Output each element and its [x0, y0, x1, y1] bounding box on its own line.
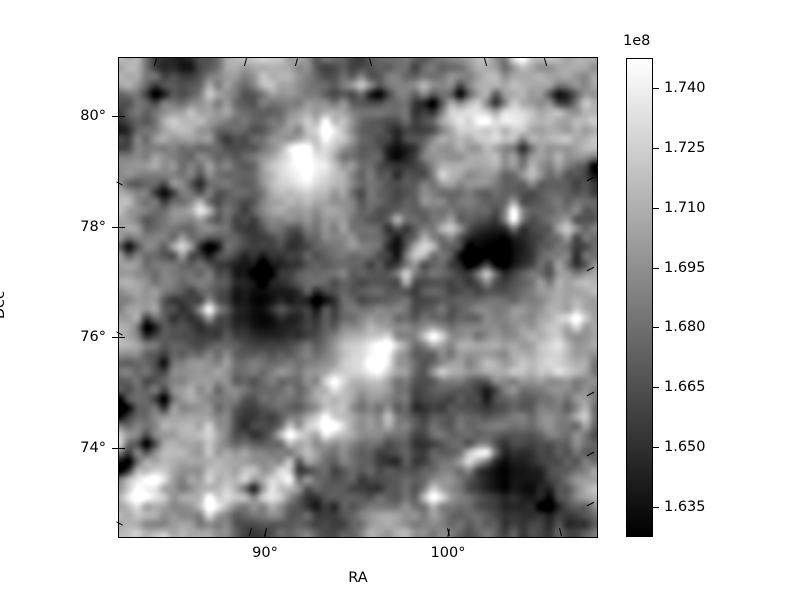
colorbar-tick-label: 1.650 — [664, 439, 706, 456]
colorbar-tick-mark — [653, 267, 659, 269]
colorbar-tick-mark — [653, 387, 659, 389]
ra-tick-label: 100° — [430, 545, 466, 561]
colorbar-offset-label: 1e8 — [623, 33, 651, 49]
colorbar-tick-mark — [653, 447, 659, 449]
colorbar[interactable] — [626, 58, 653, 537]
colorbar-tick-label: 1.680 — [664, 319, 706, 336]
colorbar-tick-label: 1.740 — [664, 79, 706, 96]
dec-tick-label: 80° — [80, 108, 106, 124]
colorbar-tick-mark — [653, 147, 659, 149]
colorbar-tick-label: 1.710 — [664, 199, 706, 216]
colorbar-tick-label: 1.635 — [664, 499, 706, 516]
dec-tick-mark — [112, 116, 119, 117]
colorbar-tick-mark — [653, 207, 659, 209]
colorbar-gradient — [627, 59, 652, 536]
dec-tick-label: 76° — [80, 329, 106, 345]
dec-tick-mark-inner — [119, 448, 125, 449]
colorbar-tick-mark — [653, 327, 659, 329]
colorbar-tick-mark — [653, 87, 659, 89]
ra-tick-label: 90° — [252, 545, 278, 561]
dec-tick-mark-inner — [119, 227, 125, 228]
sky-map-axes[interactable] — [118, 57, 598, 538]
dec-tick-mark — [112, 227, 119, 228]
dec-tick-label: 74° — [80, 440, 106, 456]
dec-axis-label: Dec — [0, 290, 9, 320]
dec-tick-mark-inner — [119, 116, 125, 117]
sky-map-image — [119, 58, 597, 537]
ra-axis-label: RA — [348, 570, 368, 586]
dec-tick-mark-inner — [119, 337, 125, 338]
colorbar-tick-label: 1.725 — [664, 139, 706, 156]
colorbar-tick-label: 1.665 — [664, 379, 706, 396]
dec-tick-label: 78° — [80, 219, 106, 235]
colorbar-tick-label: 1.695 — [664, 259, 706, 276]
dec-tick-mark — [112, 448, 119, 449]
dec-tick-mark — [112, 337, 119, 338]
colorbar-tick-mark — [653, 507, 659, 509]
